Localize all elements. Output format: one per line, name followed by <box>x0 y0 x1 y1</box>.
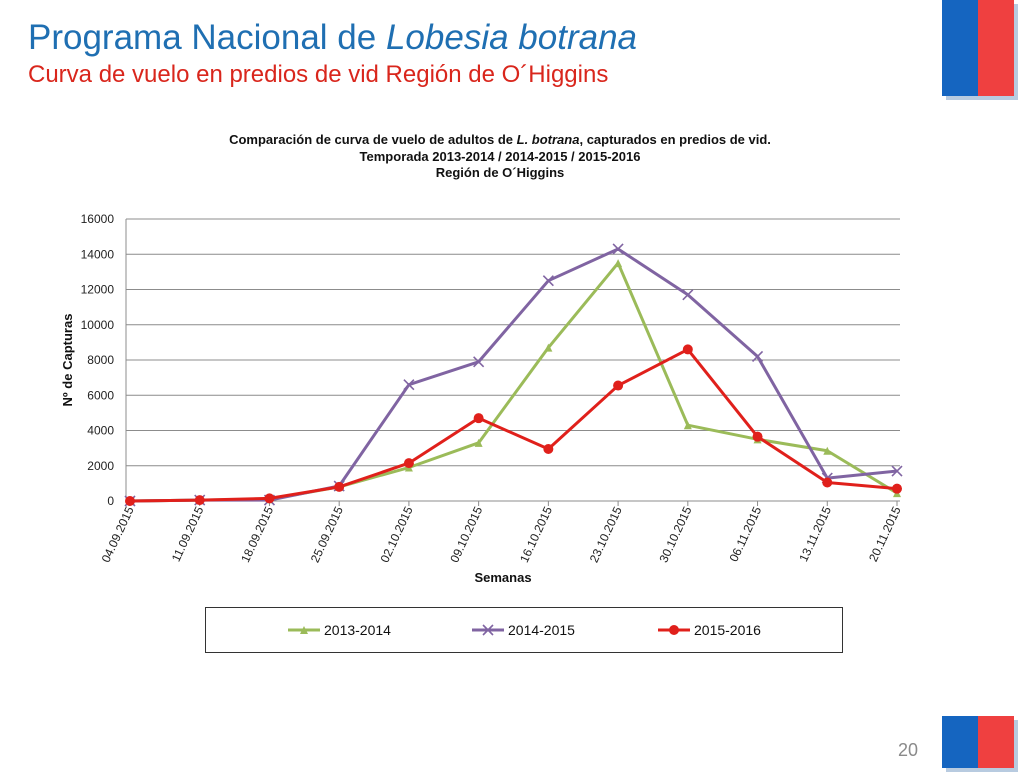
legend-label-2015-2016: 2015-2016 <box>694 622 761 638</box>
x-tick-label: 04.09.2015 <box>99 504 137 565</box>
series-line-2014-2015 <box>129 247 898 503</box>
data-point-2013-2014 <box>474 438 483 447</box>
flag-decoration-bottom <box>942 716 1018 772</box>
data-point-2013-2014 <box>683 421 692 430</box>
data-point-2014-2015 <box>403 379 415 391</box>
data-point-2014-2015 <box>612 243 624 255</box>
legend-box <box>205 607 843 653</box>
page-number: 20 <box>898 740 919 760</box>
data-point-2013-2014 <box>544 343 553 352</box>
data-point-2015-2016 <box>752 431 763 442</box>
data-point-2013-2014 <box>614 259 623 268</box>
flag-decoration-top <box>942 0 1018 100</box>
data-point-2015-2016 <box>613 380 624 391</box>
legend-marker-2015-2016 <box>669 625 679 635</box>
x-tick-label: 02.10.2015 <box>378 504 416 565</box>
chart-title-line-2: Temporada 2013-2014 / 2014-2015 / 2015-2… <box>359 149 641 164</box>
x-tick-label: 23.10.2015 <box>587 504 625 565</box>
slide-title-prefix: Programa Nacional de <box>28 18 386 57</box>
slide-title: Programa Nacional de Lobesia botrana <box>28 18 637 58</box>
chart-title-line-1: Comparación de curva de vuelo de adultos… <box>229 132 771 147</box>
y-axis-label: Nº de Capturas <box>60 314 75 407</box>
x-tick-label: 06.11.2015 <box>727 504 765 564</box>
data-point-2015-2016 <box>473 413 484 424</box>
data-point-2015-2016 <box>822 477 833 488</box>
data-point-2013-2014 <box>823 446 832 455</box>
data-point-2015-2016 <box>543 444 554 455</box>
data-point-2014-2015 <box>473 356 485 368</box>
data-point-2015-2016 <box>334 481 345 492</box>
data-point-2015-2016 <box>194 495 205 506</box>
data-point-2014-2015 <box>542 275 554 287</box>
y-tick-label: 8000 <box>87 353 114 367</box>
y-tick-label: 16000 <box>81 212 115 226</box>
x-tick-label: 18.09.2015 <box>238 504 276 565</box>
y-tick-label: 14000 <box>81 247 115 261</box>
data-point-2014-2015 <box>682 289 694 301</box>
x-tick-label: 16.10.2015 <box>517 504 555 565</box>
y-tick-label: 12000 <box>81 283 115 297</box>
x-tick-label: 09.10.2015 <box>447 504 485 565</box>
data-point-2015-2016 <box>682 344 693 355</box>
data-point-2015-2016 <box>892 483 902 494</box>
y-tick-label: 4000 <box>87 424 114 438</box>
data-point-2014-2015 <box>751 350 764 363</box>
data-point-2014-2015 <box>891 465 903 477</box>
legend-marker-2013-2014 <box>300 626 308 634</box>
chart-title-line-3: Región de O´Higgins <box>435 165 565 180</box>
slide-title-species: Lobesia botrana <box>385 18 638 57</box>
x-tick-label: 20.11.2015 <box>866 504 904 564</box>
data-point-2015-2016 <box>403 458 414 469</box>
x-axis-label: Semanas <box>474 570 531 585</box>
y-tick-label: 0 <box>107 494 114 508</box>
series-line-2015-2016 <box>129 347 898 503</box>
y-tick-label: 10000 <box>81 318 115 332</box>
legend-marker-2014-2015 <box>482 624 494 636</box>
legend-label-2013-2014: 2013-2014 <box>324 622 391 638</box>
x-tick-label: 13.11.2015 <box>796 504 834 564</box>
x-tick-label: 11.09.2015 <box>169 504 207 564</box>
y-tick-label: 2000 <box>87 459 114 473</box>
legend-label-2014-2015: 2014-2015 <box>508 622 575 638</box>
x-tick-label: 30.10.2015 <box>656 504 694 565</box>
data-point-2015-2016 <box>125 496 135 506</box>
x-tick-label: 25.09.2015 <box>308 504 346 565</box>
y-tick-label: 6000 <box>87 388 114 402</box>
slide-subtitle: Curva de vuelo en predios de vid Región … <box>28 61 609 88</box>
data-point-2015-2016 <box>264 493 275 504</box>
